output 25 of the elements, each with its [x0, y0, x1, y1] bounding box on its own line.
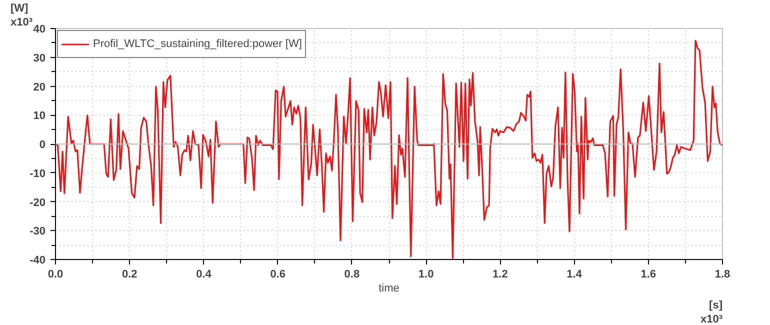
y-tick-label: 0: [39, 139, 46, 151]
x-axis-title: time: [378, 282, 400, 294]
x-tick-label: 1.0: [418, 268, 434, 280]
x-tick-label: 0.4: [196, 268, 212, 280]
x-tick-label: 0.2: [122, 268, 138, 280]
x-tick-label: 1.4: [566, 268, 583, 280]
text: [W]: [10, 2, 29, 14]
y-tick-label: -40: [30, 254, 46, 266]
text: x10³: [700, 314, 723, 325]
x-tick-label: 1.2: [492, 268, 508, 280]
y-tick-label: 40: [33, 24, 46, 36]
y-tick-label: 20: [33, 81, 46, 94]
text: [s]: [709, 300, 723, 312]
x-tick-label: 1.8: [714, 268, 730, 280]
x-tick-label: 0.8: [344, 268, 360, 280]
y-tick-label: -20: [30, 196, 46, 209]
y-tick-label: 30: [33, 52, 46, 64]
x-tick-label: 1.6: [640, 268, 656, 280]
text: x10³: [10, 16, 33, 28]
y-tick-label: 10: [33, 110, 46, 122]
x-tick-label: 0.6: [270, 268, 286, 280]
y-tick-label: -30: [30, 226, 46, 238]
legend-label: Profil_WLTC_sustaining_filtered:power [W]: [93, 38, 302, 50]
x-tick-label: 0.0: [48, 268, 64, 280]
y-tick-label: -10: [30, 168, 46, 180]
